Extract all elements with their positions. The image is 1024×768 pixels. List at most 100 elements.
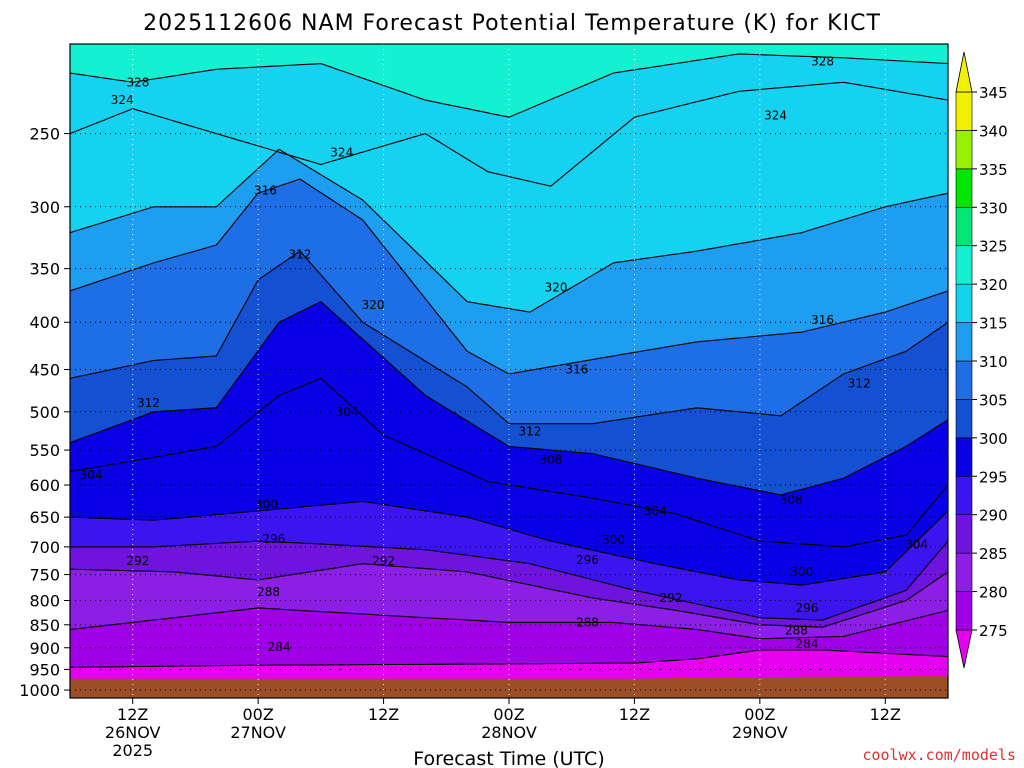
colorbar-swatch (955, 591, 973, 631)
fill-band-300 (70, 378, 948, 586)
terrain (70, 676, 948, 698)
contour-label: 328 (811, 55, 834, 69)
colorbar-label: 300 (979, 430, 1008, 448)
isentrope-292 (70, 563, 948, 628)
y-tick-label: 600 (29, 476, 60, 495)
isentrope-lines (70, 53, 948, 668)
x-tick-label: 12Z (619, 705, 650, 724)
x-tick-label: 12Z (870, 705, 901, 724)
colorbar-label: 305 (979, 391, 1008, 409)
y-axis: 250 300 350 400 450 500 550 600 650 700 750 800 850 9… (19, 125, 70, 700)
filled-contours (70, 44, 948, 698)
colorbar-swatch (955, 206, 973, 247)
contour-label: 292 (660, 591, 683, 605)
chart-title: 2025112606 NAM Forecast Potential Temper… (143, 11, 881, 36)
fill-band-328 (70, 44, 948, 118)
x-tick-label: 00Z (744, 705, 775, 724)
isentrope-308 (70, 300, 948, 496)
contour-label: 324 (764, 109, 787, 123)
colorbar-label: 340 (979, 122, 1008, 140)
x-tick-label: 00Z (242, 705, 273, 724)
colorbar-swatch (955, 245, 973, 285)
colorbar-arrow-top (955, 51, 973, 93)
colorbar-label: 275 (979, 622, 1008, 640)
fill-band-284 (70, 607, 948, 668)
colorbar-swatch (955, 399, 973, 439)
contour-label: 288 (785, 623, 808, 637)
contour-label: 312 (848, 377, 871, 391)
x-tick-label: 27NOV (230, 723, 286, 742)
contour-label: 284 (795, 637, 818, 651)
isentrope-312 (70, 250, 948, 425)
contour-label: 304 (644, 504, 667, 518)
contour-label: 328 (126, 75, 149, 89)
colorbar-swatch (955, 91, 973, 131)
contour-label: 292 (126, 554, 149, 568)
fill-band-324 (70, 53, 948, 187)
fill-band-304 (70, 301, 948, 547)
grid-lines (70, 44, 948, 698)
x-tick-label: 29NOV (732, 723, 788, 742)
contour-label: 296 (795, 601, 818, 615)
colorbar-label: 330 (979, 199, 1008, 217)
contour-label: 296 (262, 532, 285, 546)
y-tick-label: 400 (29, 313, 60, 332)
contour-label: 324 (330, 145, 353, 159)
contour-label: 320 (362, 298, 385, 312)
credit-text: coolwx.com/models (862, 746, 1016, 764)
contour-labels: 328 324 324 328 324 316 312 320 320 316 316 312 304 3… (79, 55, 928, 654)
colorbar-swatch (955, 168, 973, 208)
colorbar-label: 325 (979, 238, 1008, 256)
fill-band-292 (70, 541, 948, 628)
y-tick-label: 350 (29, 260, 60, 279)
y-tick-label: 950 (29, 660, 60, 679)
fill-band-308 (70, 251, 948, 495)
contour-label: 316 (565, 363, 588, 377)
colorbar-label: 320 (979, 276, 1008, 294)
colorbar-arrow-bottom (955, 629, 973, 669)
x-tick-label: 12Z (117, 705, 148, 724)
contour-label: 296 (576, 553, 599, 567)
fill-band-312 (70, 179, 948, 424)
colorbar-label: 315 (979, 315, 1008, 333)
y-tick-label: 450 (29, 361, 60, 380)
colorbar-label: 285 (979, 545, 1008, 563)
colorbar-swatch (955, 283, 973, 323)
colorbar-label: 345 (979, 84, 1008, 102)
y-tick-label: 500 (29, 403, 60, 422)
x-tick-label: 12Z (368, 705, 399, 724)
contour-label: 316 (811, 313, 834, 327)
contour-label: 312 (137, 396, 160, 410)
isentrope-328 (70, 53, 948, 118)
contour-label: 288 (257, 585, 280, 599)
y-tick-label: 1000 (19, 681, 60, 700)
contour-label: 312 (288, 248, 311, 262)
contour-label: 308 (780, 493, 803, 507)
contour-label: 304 (336, 405, 359, 419)
y-tick-label: 750 (29, 566, 60, 585)
x-tick-label: 26NOV (105, 723, 161, 742)
contour-label: 304 (79, 468, 102, 482)
contour-label: 316 (254, 183, 277, 197)
contour-label: 288 (576, 615, 599, 629)
isentrope-284 (70, 649, 948, 668)
colorbar-label: 280 (979, 584, 1008, 602)
y-tick-label: 900 (29, 639, 60, 658)
y-tick-label: 700 (29, 538, 60, 557)
colorbar-label: 295 (979, 468, 1008, 486)
x-tick-label: 00Z (493, 705, 524, 724)
colorbar-label: 335 (979, 161, 1008, 179)
colorbar-swatch (955, 437, 973, 477)
y-tick-label: 300 (29, 198, 60, 217)
plot-area: 328 324 324 328 324 316 312 320 320 316 316 312 304 3… (69, 43, 949, 699)
contour-label: 324 (111, 93, 134, 107)
colorbar-swatch (955, 475, 973, 516)
x-tick-label: 2025 (112, 741, 153, 760)
y-tick-label: 550 (29, 441, 60, 460)
x-tick-label: 28NOV (481, 723, 537, 742)
colorbar-swatch (955, 322, 973, 362)
contour-label: 300 (602, 533, 625, 547)
fill-band-316 (70, 149, 948, 374)
